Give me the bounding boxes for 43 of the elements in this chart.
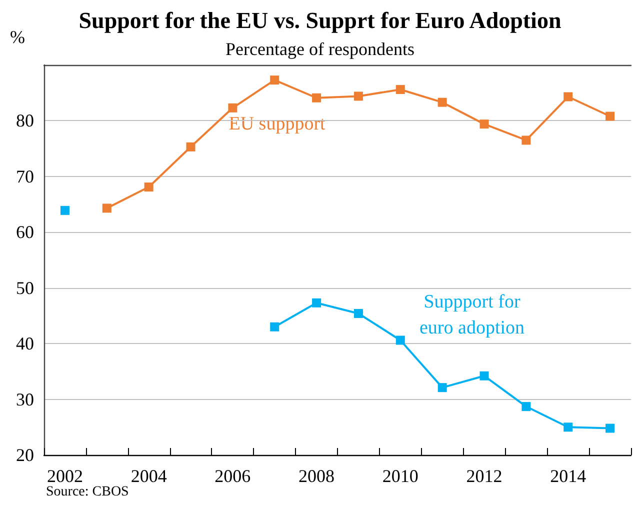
point — [144, 182, 154, 192]
chart-subtitle: Percentage of respondents — [226, 39, 414, 59]
y-tick-label: 50 — [16, 278, 34, 298]
point — [354, 308, 363, 318]
y-tick-label: 40 — [16, 334, 34, 354]
x-tick-label: 2002 — [46, 466, 83, 486]
x-tick-label: 2006 — [214, 466, 251, 486]
point — [102, 204, 112, 213]
point — [480, 371, 489, 380]
chart-title: Support for the EU vs. Supprt for Euro Adoption — [78, 8, 562, 33]
point — [606, 112, 615, 121]
point — [312, 298, 322, 308]
point — [354, 92, 363, 101]
point — [396, 336, 405, 345]
x-tick-label: 2004 — [130, 466, 167, 486]
x-tick-label: 2010 — [382, 466, 418, 486]
y-tick-label: 80 — [16, 110, 34, 131]
point — [438, 98, 447, 107]
point — [606, 424, 615, 433]
point — [438, 383, 447, 392]
point — [270, 322, 280, 332]
point — [522, 402, 531, 412]
point — [228, 103, 238, 112]
y-axis-title: % — [10, 27, 25, 47]
x-tick-label: 2008 — [298, 466, 335, 486]
y-tick-label: 30 — [16, 389, 34, 410]
point — [564, 422, 573, 432]
point — [396, 85, 405, 94]
y-tick-label: 60 — [16, 222, 34, 242]
x-tick-label: 2012 — [466, 466, 502, 486]
point — [270, 76, 280, 85]
y-tick-label: 70 — [16, 166, 34, 186]
series-label: Suppport for euro adoption — [419, 292, 525, 338]
series-label: EU suppport — [228, 114, 326, 134]
point — [564, 92, 573, 102]
point — [312, 93, 322, 102]
point — [186, 142, 196, 152]
x-tick-label: 2014 — [550, 466, 586, 486]
point — [480, 120, 489, 129]
y-tick-label: 20 — [16, 445, 34, 465]
point — [60, 206, 70, 215]
source-note: Source: CBOS — [46, 484, 129, 500]
point — [522, 136, 531, 145]
